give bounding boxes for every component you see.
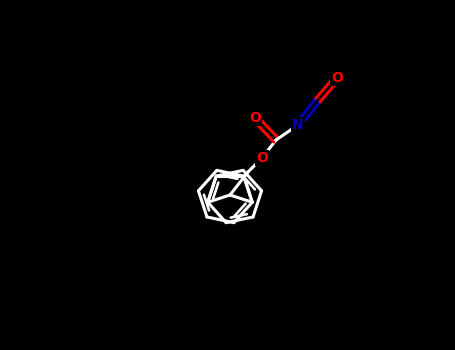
Text: O: O <box>256 151 268 165</box>
Text: N: N <box>292 118 304 132</box>
Text: O: O <box>331 71 343 85</box>
Text: O: O <box>249 111 261 125</box>
